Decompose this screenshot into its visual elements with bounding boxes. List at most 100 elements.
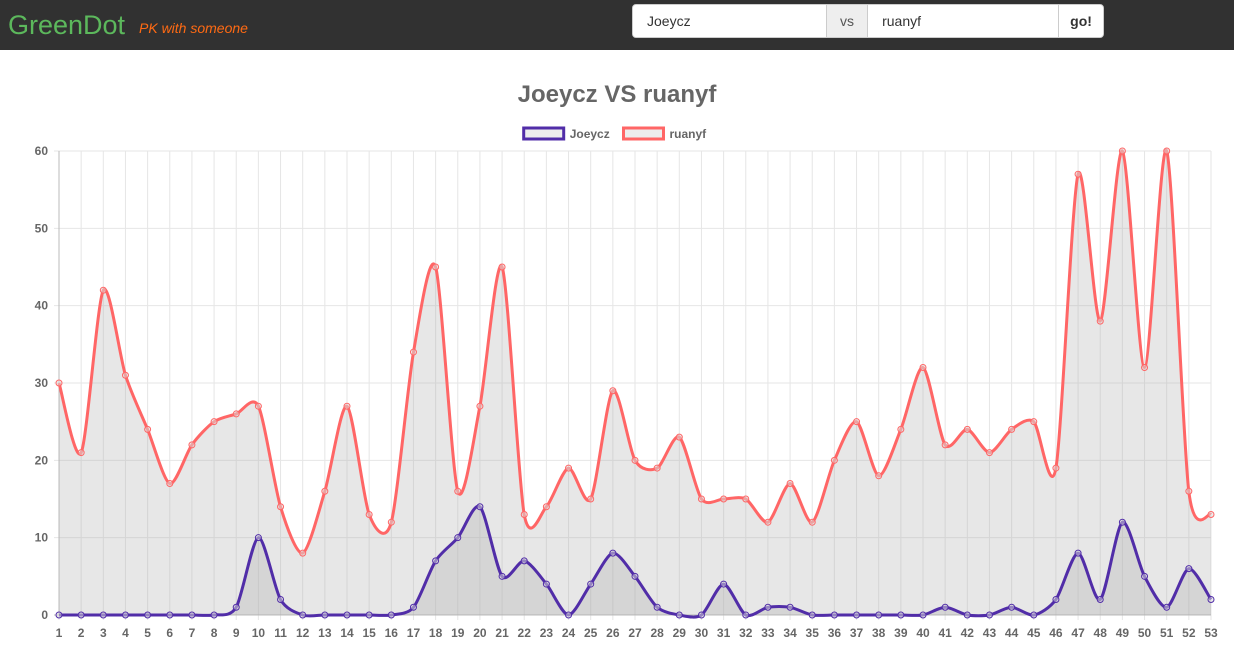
joeycz-data-point[interactable] bbox=[365, 611, 373, 619]
ruanyf-data-point[interactable] bbox=[321, 487, 329, 495]
ruanyf-legend-swatch[interactable] bbox=[622, 126, 665, 141]
joeycz-data-point[interactable] bbox=[409, 603, 417, 611]
joeycz-data-point[interactable] bbox=[254, 534, 262, 542]
joeycz-data-point[interactable] bbox=[742, 611, 750, 619]
joeycz-data-point[interactable] bbox=[875, 611, 883, 619]
ruanyf-data-point[interactable] bbox=[476, 402, 484, 410]
joeycz-data-point[interactable] bbox=[299, 611, 307, 619]
ruanyf-data-point[interactable] bbox=[565, 464, 573, 472]
joeycz-data-point[interactable] bbox=[963, 611, 971, 619]
joeycz-data-point[interactable] bbox=[1207, 596, 1215, 604]
joeycz-data-point[interactable] bbox=[985, 611, 993, 619]
ruanyf-data-point[interactable] bbox=[587, 495, 595, 503]
joeycz-data-point[interactable] bbox=[565, 611, 573, 619]
joeycz-data-point[interactable] bbox=[808, 611, 816, 619]
joeycz-data-point[interactable] bbox=[631, 572, 639, 580]
ruanyf-data-point[interactable] bbox=[55, 379, 63, 387]
user2-input[interactable] bbox=[868, 5, 1059, 37]
ruanyf-data-point[interactable] bbox=[963, 425, 971, 433]
ruanyf-data-point[interactable] bbox=[941, 441, 949, 449]
ruanyf-data-point[interactable] bbox=[77, 449, 85, 457]
ruanyf-data-point[interactable] bbox=[609, 387, 617, 395]
joeycz-data-point[interactable] bbox=[188, 611, 196, 619]
ruanyf-data-point[interactable] bbox=[1185, 487, 1193, 495]
ruanyf-data-point[interactable] bbox=[454, 487, 462, 495]
ruanyf-data-point[interactable] bbox=[99, 286, 107, 294]
joeycz-data-point[interactable] bbox=[99, 611, 107, 619]
ruanyf-data-point[interactable] bbox=[653, 464, 661, 472]
ruanyf-data-point[interactable] bbox=[188, 441, 196, 449]
ruanyf-data-point[interactable] bbox=[786, 480, 794, 488]
joeycz-data-point[interactable] bbox=[720, 580, 728, 588]
joeycz-data-point[interactable] bbox=[919, 611, 927, 619]
joeycz-data-point[interactable] bbox=[77, 611, 85, 619]
joeycz-data-point[interactable] bbox=[786, 603, 794, 611]
joeycz-data-point[interactable] bbox=[454, 534, 462, 542]
joeycz-data-point[interactable] bbox=[166, 611, 174, 619]
joeycz-data-point[interactable] bbox=[1185, 565, 1193, 573]
joeycz-data-point[interactable] bbox=[1141, 572, 1149, 580]
ruanyf-data-point[interactable] bbox=[697, 495, 705, 503]
joeycz-data-point[interactable] bbox=[609, 549, 617, 557]
ruanyf-data-point[interactable] bbox=[742, 495, 750, 503]
ruanyf-data-point[interactable] bbox=[498, 263, 506, 271]
ruanyf-data-point[interactable] bbox=[254, 402, 262, 410]
joeycz-data-point[interactable] bbox=[1008, 603, 1016, 611]
joeycz-data-point[interactable] bbox=[210, 611, 218, 619]
ruanyf-data-point[interactable] bbox=[365, 510, 373, 518]
joeycz-data-point[interactable] bbox=[830, 611, 838, 619]
brand-logo[interactable]: GreenDot bbox=[8, 10, 126, 40]
ruanyf-data-point[interactable] bbox=[277, 503, 285, 511]
ruanyf-data-point[interactable] bbox=[675, 433, 683, 441]
joeycz-data-point[interactable] bbox=[1074, 549, 1082, 557]
joeycz-data-point[interactable] bbox=[121, 611, 129, 619]
joeycz-data-point[interactable] bbox=[321, 611, 329, 619]
ruanyf-data-point[interactable] bbox=[1207, 510, 1215, 518]
ruanyf-data-point[interactable] bbox=[1118, 147, 1126, 155]
ruanyf-data-point[interactable] bbox=[1030, 418, 1038, 426]
joeycz-data-point[interactable] bbox=[55, 611, 63, 619]
joeycz-data-point[interactable] bbox=[232, 603, 240, 611]
ruanyf-data-point[interactable] bbox=[232, 410, 240, 418]
joeycz-data-point[interactable] bbox=[941, 603, 949, 611]
ruanyf-data-point[interactable] bbox=[1008, 425, 1016, 433]
ruanyf-data-point[interactable] bbox=[919, 364, 927, 372]
ruanyf-data-point[interactable] bbox=[299, 549, 307, 557]
ruanyf-data-point[interactable] bbox=[631, 456, 639, 464]
ruanyf-data-point[interactable] bbox=[1096, 317, 1104, 325]
joeycz-data-point[interactable] bbox=[653, 603, 661, 611]
joeycz-data-point[interactable] bbox=[387, 611, 395, 619]
joeycz-data-point[interactable] bbox=[675, 611, 683, 619]
user1-input[interactable] bbox=[633, 5, 826, 37]
joeycz-data-point[interactable] bbox=[587, 580, 595, 588]
ruanyf-data-point[interactable] bbox=[409, 348, 417, 356]
ruanyf-data-point[interactable] bbox=[875, 472, 883, 480]
ruanyf-data-point[interactable] bbox=[387, 518, 395, 526]
joeycz-data-point[interactable] bbox=[432, 557, 440, 565]
joeycz-data-point[interactable] bbox=[277, 596, 285, 604]
joeycz-data-point[interactable] bbox=[1052, 596, 1060, 604]
ruanyf-data-point[interactable] bbox=[985, 449, 993, 457]
joeycz-data-point[interactable] bbox=[520, 557, 528, 565]
ruanyf-data-point[interactable] bbox=[542, 503, 550, 511]
ruanyf-data-point[interactable] bbox=[432, 263, 440, 271]
ruanyf-data-point[interactable] bbox=[144, 425, 152, 433]
ruanyf-data-point[interactable] bbox=[1052, 464, 1060, 472]
ruanyf-data-point[interactable] bbox=[166, 480, 174, 488]
joeycz-data-point[interactable] bbox=[498, 572, 506, 580]
ruanyf-data-point[interactable] bbox=[343, 402, 351, 410]
joeycz-data-point[interactable] bbox=[897, 611, 905, 619]
joeycz-data-point[interactable] bbox=[144, 611, 152, 619]
joeycz-data-point[interactable] bbox=[853, 611, 861, 619]
ruanyf-data-point[interactable] bbox=[1141, 364, 1149, 372]
joeycz-data-point[interactable] bbox=[1118, 518, 1126, 526]
joeycz-data-point[interactable] bbox=[476, 503, 484, 511]
joeycz-legend-label[interactable]: Joeycz bbox=[570, 127, 610, 141]
ruanyf-data-point[interactable] bbox=[1163, 147, 1171, 155]
ruanyf-data-point[interactable] bbox=[897, 425, 905, 433]
ruanyf-data-point[interactable] bbox=[121, 371, 129, 379]
joeycz-data-point[interactable] bbox=[1030, 611, 1038, 619]
ruanyf-data-point[interactable] bbox=[520, 510, 528, 518]
ruanyf-data-point[interactable] bbox=[853, 418, 861, 426]
joeycz-data-point[interactable] bbox=[1096, 596, 1104, 604]
